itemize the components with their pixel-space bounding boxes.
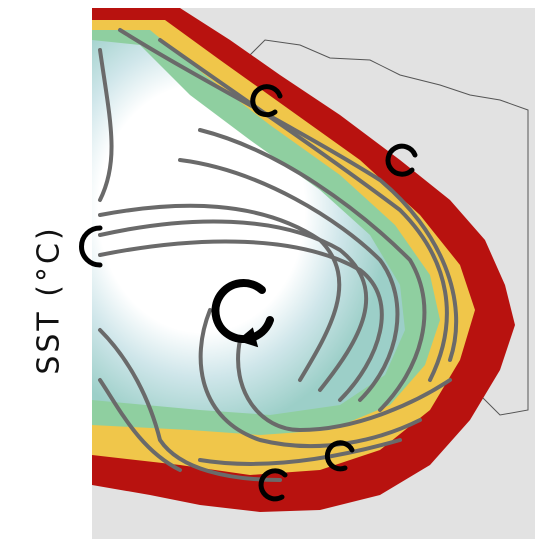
eddy-arrowhead [236,327,259,348]
eddy-markers [79,84,418,502]
streamline [178,158,400,402]
streamline [236,338,452,433]
streamline [98,328,282,482]
streamline [198,438,402,466]
eddy-arrow [211,279,274,343]
streamline [98,219,369,392]
streamline [118,28,459,362]
land-outline [249,39,529,416]
sst-cool-core [92,40,405,415]
eddy-arrow [385,143,418,177]
colorbar-label: SST (°C) [32,225,67,374]
eddy-arrow [324,440,355,472]
streamline [198,308,422,449]
eddy-arrow [79,225,103,268]
eddy-arrow [258,468,288,502]
streamline [198,128,427,412]
streamlines [98,28,459,482]
streamline [98,378,182,472]
streamline [98,48,114,202]
streamline [98,239,384,402]
eddy-arrow [250,84,283,118]
streamline [158,38,449,382]
